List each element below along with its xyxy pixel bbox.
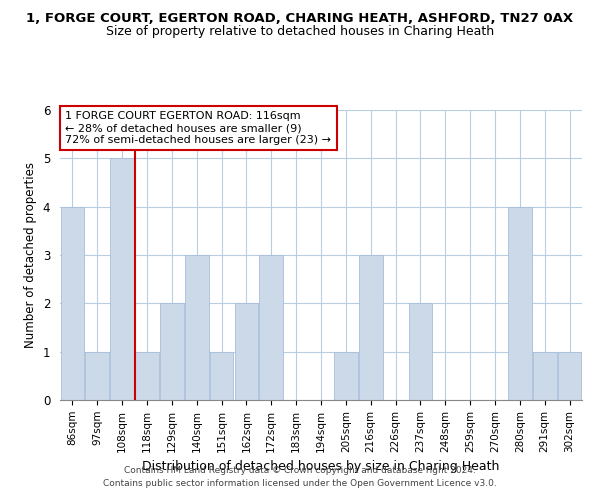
Bar	[110, 158, 134, 400]
Bar	[85, 352, 109, 400]
Bar	[259, 255, 283, 400]
X-axis label: Distribution of detached houses by size in Charing Heath: Distribution of detached houses by size …	[142, 460, 500, 473]
Text: 1, FORGE COURT, EGERTON ROAD, CHARING HEATH, ASHFORD, TN27 0AX: 1, FORGE COURT, EGERTON ROAD, CHARING HE…	[26, 12, 574, 26]
Text: 1 FORGE COURT EGERTON ROAD: 116sqm
← 28% of detached houses are smaller (9)
72% : 1 FORGE COURT EGERTON ROAD: 116sqm ← 28%…	[65, 112, 331, 144]
Bar	[508, 206, 532, 400]
Bar	[359, 255, 383, 400]
Bar	[558, 352, 581, 400]
Bar	[334, 352, 358, 400]
Bar	[210, 352, 233, 400]
Bar	[533, 352, 557, 400]
Bar	[135, 352, 159, 400]
Bar	[185, 255, 209, 400]
Text: Size of property relative to detached houses in Charing Heath: Size of property relative to detached ho…	[106, 25, 494, 38]
Bar	[235, 304, 258, 400]
Y-axis label: Number of detached properties: Number of detached properties	[24, 162, 37, 348]
Bar	[61, 206, 84, 400]
Text: Contains HM Land Registry data © Crown copyright and database right 2024.
Contai: Contains HM Land Registry data © Crown c…	[103, 466, 497, 487]
Bar	[160, 304, 184, 400]
Bar	[409, 304, 432, 400]
